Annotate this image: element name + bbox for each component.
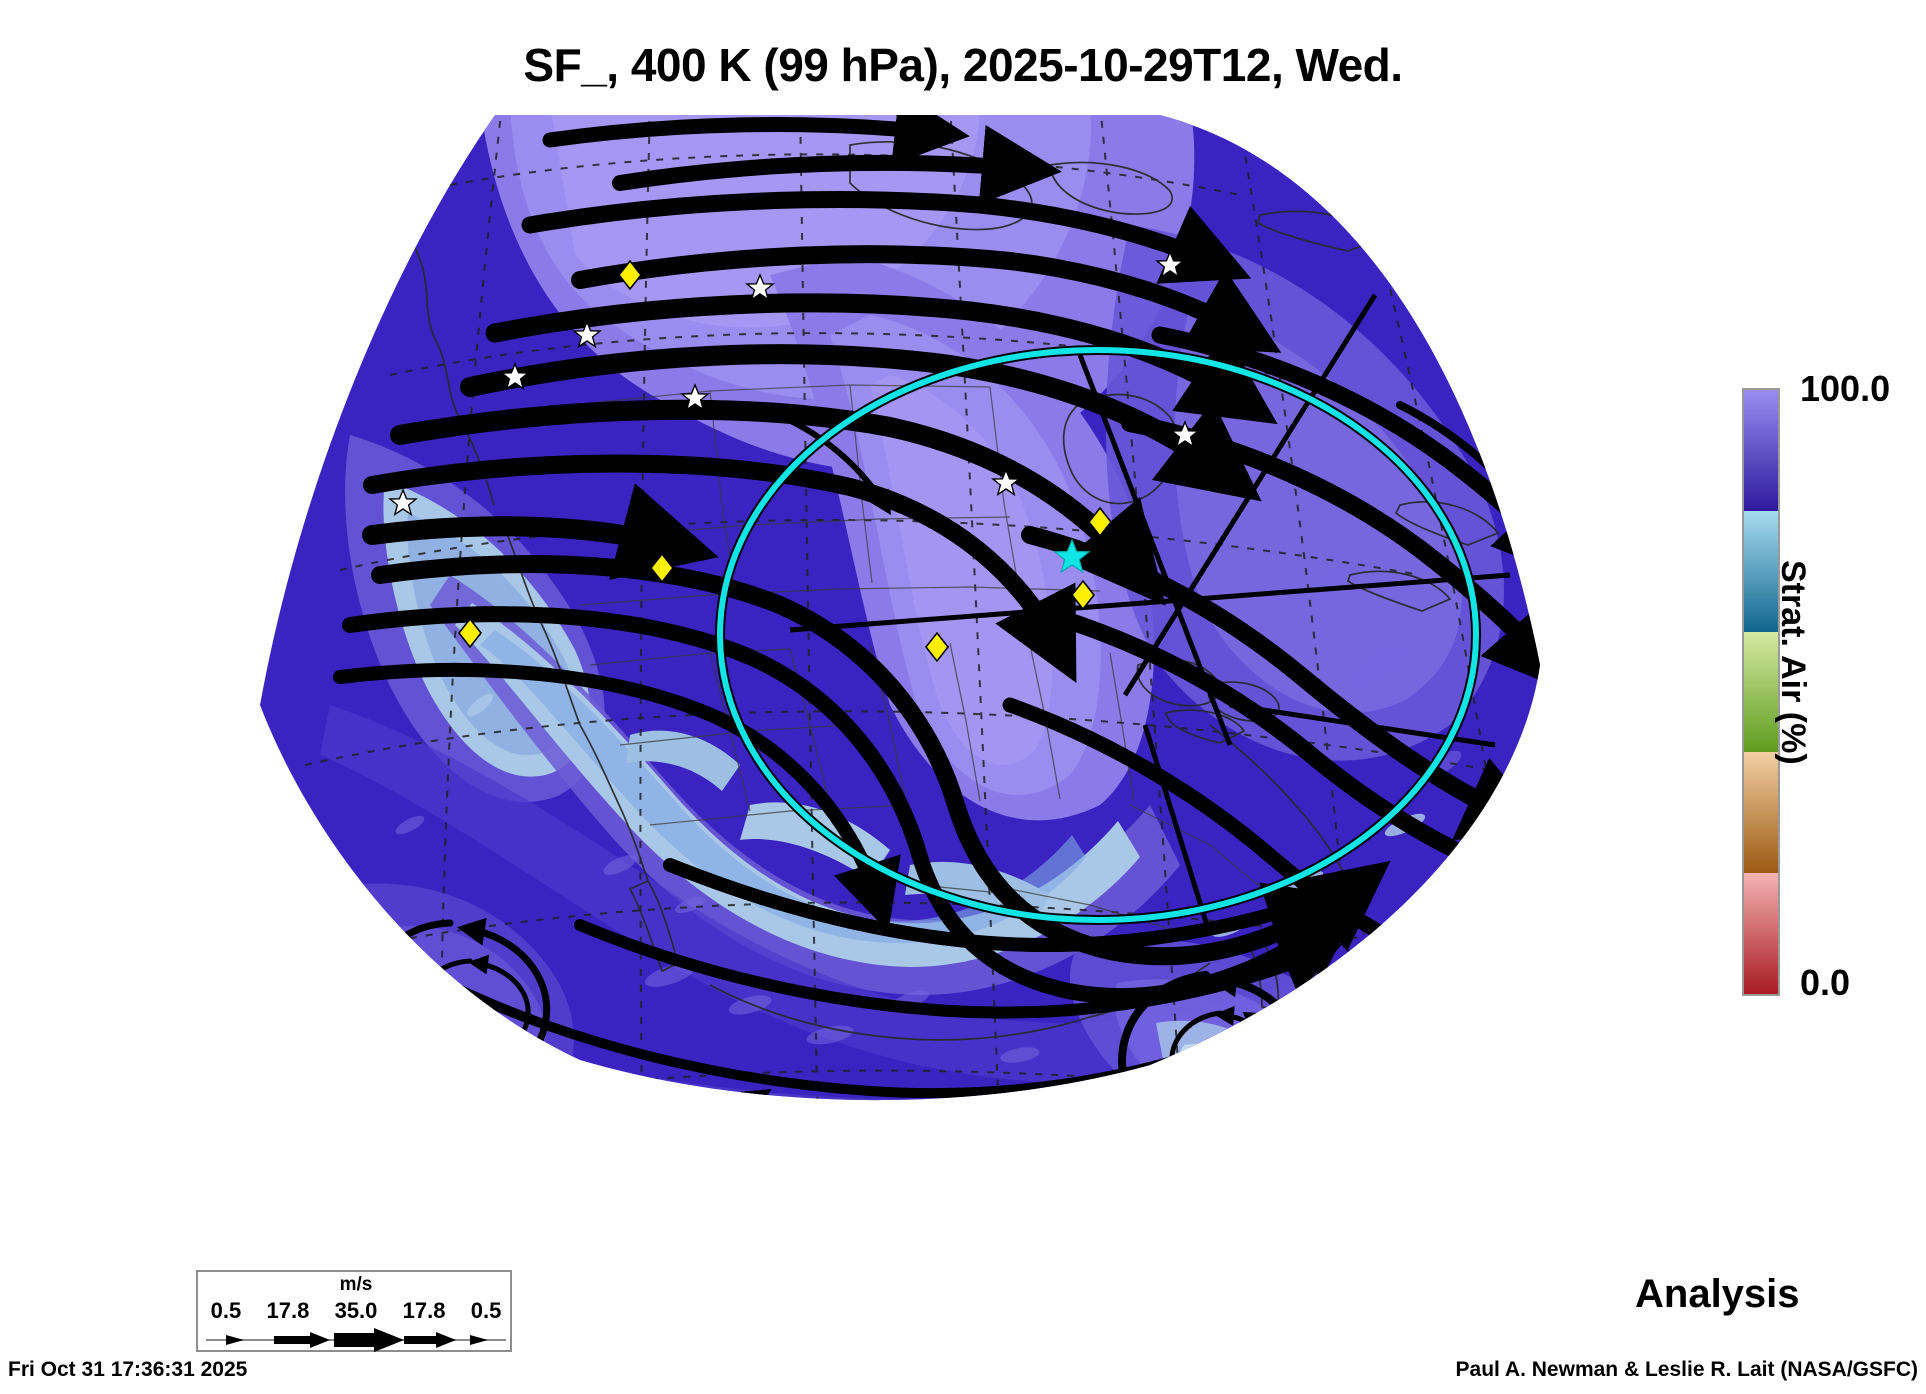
generation-timestamp: Fri Oct 31 17:36:31 2025 bbox=[8, 1358, 248, 1381]
station-star-icon bbox=[745, 273, 775, 302]
station-star-icon bbox=[500, 362, 530, 391]
station-star-icon bbox=[1170, 420, 1200, 449]
analysis-label: Analysis bbox=[1635, 1272, 1800, 1316]
station-star-icon bbox=[388, 488, 418, 517]
base-site-star-icon bbox=[1053, 538, 1091, 574]
wind-legend-arrow-icons bbox=[206, 1328, 506, 1352]
site-diamond-icon bbox=[457, 617, 483, 649]
wind-legend-value: 17.8 bbox=[266, 1298, 310, 1323]
station-markers[interactable] bbox=[388, 250, 1200, 517]
colorbar-segment-brown bbox=[1744, 752, 1778, 874]
station-star-icon bbox=[991, 468, 1021, 497]
site-diamond-icon bbox=[924, 631, 950, 663]
station-star-icon bbox=[572, 320, 602, 349]
colorbar-max-label: 100.0 bbox=[1800, 368, 1891, 409]
site-diamond-icon bbox=[1087, 506, 1113, 538]
colorbar[interactable] bbox=[1742, 388, 1780, 996]
wind-legend-unit: m/s bbox=[339, 1274, 373, 1295]
site-markers[interactable] bbox=[457, 259, 1113, 663]
station-star-icon bbox=[1155, 250, 1185, 279]
wind-legend-value: 0.5 bbox=[470, 1298, 502, 1323]
wind-legend-value: 0.5 bbox=[210, 1298, 242, 1323]
wind-legend-values: 0.5 17.8 35.0 17.8 0.5 bbox=[198, 1298, 514, 1324]
colorbar-segment-red bbox=[1744, 873, 1778, 994]
site-diamond-icon bbox=[617, 259, 643, 291]
site-diamond-icon bbox=[1070, 579, 1096, 611]
range-circle bbox=[715, 345, 1481, 925]
colorbar-segment-purple bbox=[1744, 390, 1778, 511]
colorbar-segment-green bbox=[1744, 631, 1778, 753]
wind-legend-value: 17.8 bbox=[402, 1298, 446, 1323]
map-panel[interactable] bbox=[150, 105, 1570, 1205]
station-star-icon bbox=[680, 383, 710, 412]
wind-legend-value: 35.0 bbox=[334, 1298, 378, 1323]
site-diamond-icon bbox=[649, 552, 675, 584]
wind-speed-legend: m/s 0.5 17.8 35.0 17.8 0.5 bbox=[196, 1270, 512, 1352]
colorbar-axis-label: Strat. Air (%) bbox=[1774, 560, 1812, 765]
map-svg[interactable] bbox=[150, 105, 1570, 1205]
colorbar-segment-blue bbox=[1744, 510, 1778, 632]
colorbar-min-label: 0.0 bbox=[1800, 962, 1851, 1003]
author-credit: Paul A. Newman & Leslie R. Lait (NASA/GS… bbox=[1455, 1358, 1918, 1381]
page-title: SF_, 400 K (99 hPa), 2025-10-29T12, Wed. bbox=[523, 39, 1403, 91]
